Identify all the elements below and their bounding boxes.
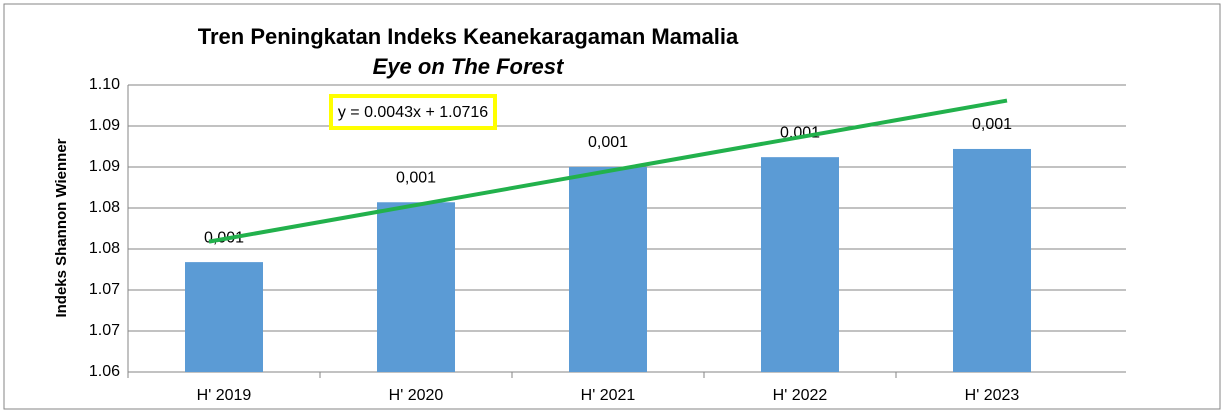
x-tick-label: H' 2023: [965, 387, 1020, 404]
bar: [185, 262, 263, 372]
x-tick-label: H' 2020: [389, 387, 444, 404]
y-tick-label: 1.08: [89, 240, 120, 257]
equation-box: [329, 94, 497, 130]
y-tick-label: 1.09: [89, 117, 120, 134]
x-tick-label: H' 2022: [773, 387, 828, 404]
chart-subtitle: Eye on The Forest: [373, 54, 565, 79]
bar: [377, 202, 455, 372]
y-tick-label: 1.09: [89, 158, 120, 175]
trendline: [208, 98, 1008, 244]
y-tick-label: 1.06: [89, 363, 120, 380]
y-axis-label: Indeks Shannon Wienner: [53, 138, 70, 317]
bar: [953, 148, 1031, 372]
y-tick-label: 1.07: [89, 322, 120, 339]
data-label: 0,001: [396, 169, 436, 186]
y-tick-label: 1.07: [89, 281, 120, 298]
bar: [761, 157, 839, 372]
x-tick-label: H' 2019: [197, 387, 252, 404]
data-label: 0,001: [588, 134, 628, 151]
chart-title: Tren Peningkatan Indeks Keanekaragaman M…: [198, 24, 739, 49]
data-label: 0,001: [972, 116, 1012, 133]
y-tick-label: 1.10: [89, 76, 120, 93]
y-tick-label: 1.08: [89, 199, 120, 216]
trendline-equation: y = 0.0043x + 1.0716: [338, 104, 488, 121]
x-tick-label: H' 2021: [581, 387, 636, 404]
bar: [569, 167, 647, 372]
